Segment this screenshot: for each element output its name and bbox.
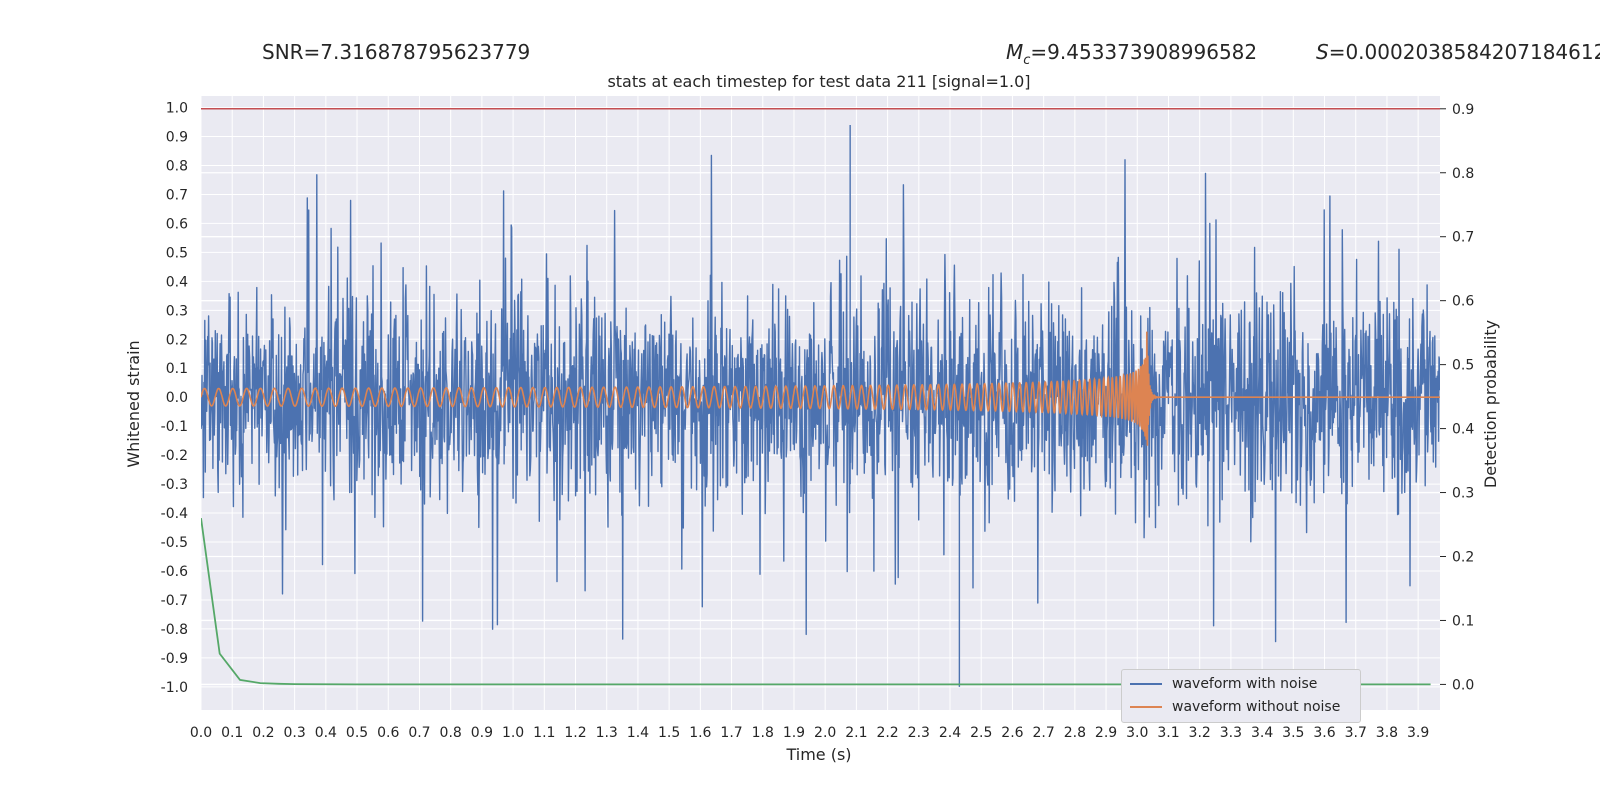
left-tick-label: 0.2 (166, 332, 188, 348)
left-tick-label: -1.0 (161, 680, 188, 696)
left-tick-label: 0.4 (166, 274, 188, 290)
legend-swatch-with-noise (1130, 683, 1162, 685)
x-tick-label: 1.0 (502, 725, 524, 741)
left-tick-label: -0.7 (161, 593, 188, 609)
x-tick-label: 1.1 (533, 725, 555, 741)
left-tick-label: 0.8 (166, 159, 188, 175)
chirp-mass-subscript: c (1023, 53, 1031, 68)
right-axis-ticks: 0.9 0.8 0.7 0.6 0.5 0.4 0.3 0.2 0.1 0.0 (1440, 102, 1474, 693)
left-tick-label: 0.6 (166, 216, 188, 232)
x-tick-label: 2.5 (970, 725, 992, 741)
x-tick-label: 2.9 (1095, 725, 1117, 741)
right-tick-label: 0.6 (1452, 294, 1474, 310)
x-tick-label: 1.5 (658, 725, 680, 741)
left-tick-label: -0.1 (161, 419, 188, 435)
right-tick-label: 0.1 (1452, 613, 1474, 629)
x-tick-label: 3.7 (1345, 725, 1367, 741)
x-axis-label: Time (s) (785, 745, 851, 764)
x-tick-label: 1.9 (783, 725, 805, 741)
left-tick-label: -0.2 (161, 448, 188, 464)
x-tick-label: 0.4 (315, 725, 337, 741)
x-tick-label: 0.3 (283, 725, 305, 741)
right-tick-label: 0.9 (1452, 102, 1474, 118)
x-tick-label: 0.8 (440, 725, 462, 741)
right-tick-label: 0.3 (1452, 486, 1474, 502)
series-line-with-noise (201, 124, 1440, 687)
left-tick-label: 0.3 (166, 303, 188, 319)
x-tick-label: 3.9 (1407, 725, 1429, 741)
legend-label-without-noise: waveform without noise (1172, 699, 1341, 715)
legend: waveform with noise waveform without noi… (1121, 669, 1361, 723)
x-tick-label: 3.3 (1220, 725, 1242, 741)
chirp-mass-header: Mc=9.453373908996582 (1006, 40, 1257, 68)
left-tick-label: 0.7 (166, 187, 188, 203)
x-tick-label: 2.4 (939, 725, 961, 741)
left-axis-ticks: 1.0 0.9 0.8 0.7 0.6 0.5 0.4 0.3 0.2 0.1 0.0 -0.1 -0.… (161, 101, 188, 696)
x-tick-label: 0.1 (221, 725, 243, 741)
left-tick-label: 0.1 (166, 361, 188, 377)
x-tick-label: 1.8 (752, 725, 774, 741)
snr-header: SNR=7.316878795623779 (262, 40, 531, 64)
x-tick-label: 3.8 (1376, 725, 1398, 741)
series-layer (201, 108, 1440, 687)
right-tick-label: 0.5 (1452, 358, 1474, 374)
right-axis-label: Detection probability (1481, 320, 1500, 488)
series-line-without-noise (201, 331, 1440, 446)
right-tick-label: 0.7 (1452, 230, 1474, 246)
chirp-mass-symbol: M (1006, 40, 1024, 64)
left-tick-label: -0.9 (161, 651, 188, 667)
x-tick-label: 2.0 (814, 725, 836, 741)
left-tick-label: -0.8 (161, 622, 188, 638)
right-tick-label: 0.0 (1452, 677, 1474, 693)
x-tick-label: 0.7 (408, 725, 430, 741)
chirp-mass-value: =9.453373908996582 (1030, 40, 1258, 64)
left-tick-label: 1.0 (166, 101, 188, 117)
left-tick-label: -0.3 (161, 477, 188, 493)
x-tick-label: 2.1 (845, 725, 867, 741)
left-tick-label: -0.6 (161, 564, 188, 580)
x-tick-label: 2.7 (1033, 725, 1055, 741)
right-tick-label: 0.8 (1452, 166, 1474, 182)
x-tick-label: 3.0 (1126, 725, 1148, 741)
x-tick-label: 3.1 (1157, 725, 1179, 741)
x-tick-label: 1.7 (720, 725, 742, 741)
x-tick-label: 3.6 (1313, 725, 1335, 741)
x-tick-label: 3.4 (1251, 725, 1273, 741)
s-symbol: S (1316, 40, 1329, 64)
x-tick-label: 2.2 (876, 725, 898, 741)
x-tick-label: 3.5 (1282, 725, 1304, 741)
x-tick-label: 1.3 (596, 725, 618, 741)
x-tick-label: 1.6 (689, 725, 711, 741)
x-tick-label: 0.9 (471, 725, 493, 741)
x-tick-label: 0.5 (346, 725, 368, 741)
x-tick-label: 2.8 (1064, 725, 1086, 741)
x-tick-label: 0.6 (377, 725, 399, 741)
chart-title: stats at each timestep for test data 211… (607, 72, 1030, 91)
legend-label-with-noise: waveform with noise (1172, 676, 1318, 692)
x-tick-label: 0.0 (190, 725, 212, 741)
left-tick-label: 0.5 (166, 245, 188, 261)
left-tick-label: -0.5 (161, 535, 188, 551)
right-tick-label: 0.4 (1452, 422, 1474, 438)
series-line-detection-probability (201, 517, 1431, 686)
x-tick-label: 2.3 (908, 725, 930, 741)
x-axis-ticks: 0.0 0.1 0.2 0.3 0.4 0.5 0.6 0.7 0.8 0.9 1.0 1.1 1.2 1… (190, 725, 1429, 741)
left-tick-label: 0.9 (166, 130, 188, 146)
x-tick-label: 3.2 (1189, 725, 1211, 741)
x-tick-label: 1.4 (627, 725, 649, 741)
left-tick-label: 0.0 (166, 390, 188, 406)
x-tick-label: 1.2 (564, 725, 586, 741)
left-axis-label: Whitened strain (124, 340, 143, 467)
x-tick-label: 2.6 (1001, 725, 1023, 741)
s-value: =0.00020385842071846128 (1328, 40, 1600, 64)
right-tick-label: 0.2 (1452, 550, 1474, 566)
legend-item-with-noise: waveform with noise (1130, 674, 1317, 694)
legend-swatch-without-noise (1130, 706, 1162, 708)
s-header: S=0.00020385842071846128 (1316, 40, 1600, 64)
legend-item-without-noise: waveform without noise (1130, 697, 1340, 717)
left-tick-label: -0.4 (161, 506, 188, 522)
x-tick-label: 0.2 (252, 725, 274, 741)
